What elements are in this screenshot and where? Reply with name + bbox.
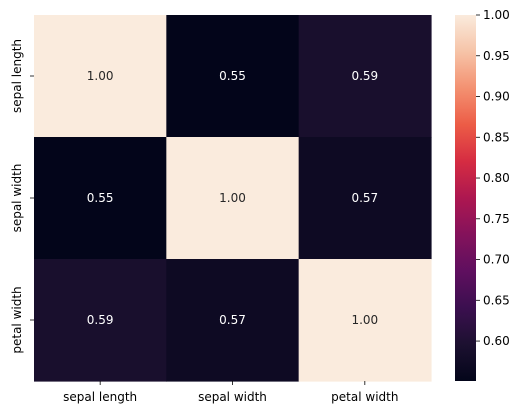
colorbar-tick-label: 0.70 — [483, 253, 510, 267]
x-axis: sepal length sepal width petal width — [63, 381, 398, 404]
heatmap-cell-label-r0-c1: 0.55 — [219, 69, 246, 83]
colorbar-tick-label: 0.80 — [483, 171, 510, 185]
heatmap-cell-r0-c0 — [34, 15, 167, 138]
heatmap-cell-r2-c0 — [34, 259, 167, 382]
colorbar-tick-label: 1.00 — [483, 8, 510, 22]
heatmap-cells — [34, 15, 432, 382]
heatmap-cell-r1-c1 — [166, 137, 300, 260]
x-tick-label: petal width — [331, 390, 398, 404]
heatmap-cell-label-r2-c1: 0.57 — [219, 313, 246, 327]
y-tick-label: petal width — [10, 286, 24, 353]
y-tick-label: sepal width — [10, 164, 24, 233]
x-tick-label: sepal width — [198, 390, 267, 404]
heatmap-cell-label-r2-c2: 1.00 — [351, 313, 378, 327]
colorbar-gradient — [455, 15, 476, 381]
heatmap-cell-labels: 1.00 0.55 0.59 0.55 1.00 0.57 0.59 0.57 1.00 — [87, 69, 378, 327]
colorbar: 0.60 0.65 0.70 0.75 0.80 0.85 0.90 0.95 1.00 — [455, 8, 510, 381]
colorbar-tick-label: 0.75 — [483, 212, 510, 226]
colorbar-tick-label: 0.65 — [483, 293, 510, 307]
heatmap-cell-label-r1-c1: 1.00 — [219, 191, 246, 205]
colorbar-tick-label: 0.90 — [483, 90, 510, 104]
heatmap-cell-r2-c2 — [298, 259, 432, 382]
colorbar-tick-label: 0.95 — [483, 49, 510, 63]
heatmap-cell-r1-c0 — [34, 137, 167, 260]
x-tick-label: sepal length — [63, 390, 137, 404]
colorbar-tick-label: 0.60 — [483, 334, 510, 348]
colorbar-tick-label: 0.85 — [483, 130, 510, 144]
heatmap-cell-label-r0-c0: 1.00 — [87, 69, 114, 83]
heatmap-cell-r0-c1 — [166, 15, 300, 138]
heatmap-cell-label-r1-c2: 0.57 — [351, 191, 378, 205]
y-axis: sepal length sepal width petal width — [10, 39, 34, 354]
heatmap-cell-r1-c2 — [298, 137, 432, 260]
heatmap-cell-label-r0-c2: 0.59 — [351, 69, 378, 83]
heatmap-cell-r2-c1 — [166, 259, 300, 382]
heatmap-cell-label-r1-c0: 0.55 — [87, 191, 114, 205]
y-tick-label: sepal length — [10, 39, 24, 113]
heatmap-cell-r0-c2 — [298, 15, 432, 138]
heatmap-cell-label-r2-c0: 0.59 — [87, 313, 114, 327]
